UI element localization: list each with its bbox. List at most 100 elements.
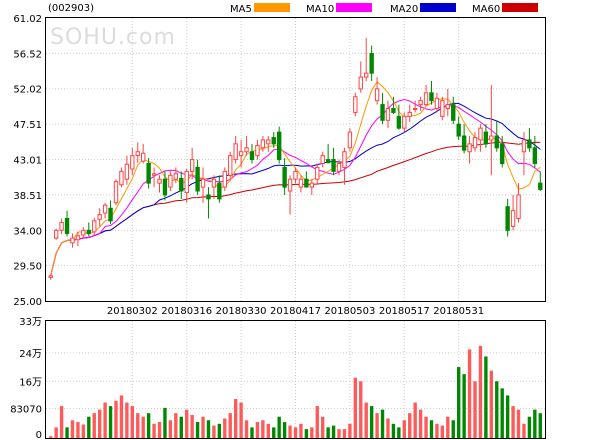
volume-bar bbox=[413, 402, 417, 438]
candle-body-up bbox=[440, 100, 445, 117]
volume-bar bbox=[457, 367, 461, 438]
candle bbox=[380, 92, 385, 125]
candle bbox=[168, 171, 173, 192]
candles bbox=[48, 37, 543, 280]
candle bbox=[538, 171, 543, 192]
volume-bar bbox=[462, 374, 466, 438]
candle-body-down bbox=[282, 166, 287, 188]
candle bbox=[157, 175, 162, 193]
volume-bar bbox=[293, 427, 298, 438]
legend-label-ma10: MA10 bbox=[306, 4, 334, 15]
candle bbox=[489, 84, 494, 176]
candle bbox=[347, 128, 353, 152]
candle-body-down bbox=[304, 178, 309, 188]
volume-bar bbox=[250, 427, 254, 438]
volume-bar bbox=[233, 399, 238, 438]
volume-bar bbox=[391, 423, 396, 438]
volume-bar bbox=[185, 409, 189, 438]
candle-body-up bbox=[81, 229, 86, 236]
candle bbox=[271, 132, 276, 148]
volume-bar bbox=[157, 422, 162, 438]
candle-body-down bbox=[494, 135, 499, 149]
volume-bar bbox=[342, 429, 347, 438]
candle bbox=[369, 45, 374, 82]
volume-bar bbox=[484, 356, 488, 438]
volume-bar bbox=[65, 427, 69, 438]
candle-body-down bbox=[195, 166, 200, 192]
price-axis-ticks: 61.02 56.52 52.02 47.51 43.01 38.51 34.00 29.50… bbox=[13, 14, 42, 308]
candle bbox=[521, 132, 527, 176]
volume-bar bbox=[511, 406, 515, 438]
candle-body-down bbox=[396, 115, 402, 129]
volume-bar bbox=[337, 429, 341, 438]
volume-bar bbox=[92, 413, 96, 438]
volume-bar bbox=[141, 416, 145, 438]
candle bbox=[440, 96, 445, 121]
candle bbox=[92, 217, 97, 236]
candle-body-up bbox=[113, 181, 119, 204]
candle bbox=[483, 124, 489, 148]
candle-body-down bbox=[325, 159, 331, 164]
candle bbox=[179, 171, 184, 199]
candle bbox=[434, 92, 440, 113]
candle bbox=[97, 208, 102, 227]
candle-body-down bbox=[86, 229, 91, 234]
candle bbox=[374, 77, 380, 105]
candle bbox=[266, 136, 271, 152]
volume-bar bbox=[119, 395, 124, 438]
volume-bar bbox=[174, 413, 178, 438]
candle bbox=[336, 159, 342, 176]
candle bbox=[64, 210, 70, 237]
candle bbox=[385, 100, 391, 129]
candle-body-up bbox=[402, 115, 407, 129]
candle-body-up bbox=[184, 170, 189, 194]
candle-body-down bbox=[429, 92, 434, 102]
candle bbox=[342, 147, 347, 185]
candle bbox=[70, 233, 75, 248]
volume-bar bbox=[505, 395, 510, 438]
volume-axis-ticks: 33万 24万 16万 83070 0 bbox=[10, 317, 42, 440]
candle-body-down bbox=[461, 135, 467, 151]
candle-body-up bbox=[358, 76, 363, 90]
legend-swatch-ma60 bbox=[502, 3, 538, 12]
candle bbox=[217, 175, 222, 203]
volume-bar bbox=[152, 423, 156, 438]
candle-body-up bbox=[189, 159, 195, 172]
candle-body-up bbox=[342, 151, 347, 168]
price-tick-label: 56.52 bbox=[13, 49, 42, 60]
candle bbox=[304, 171, 309, 188]
candle bbox=[141, 143, 146, 164]
watermark: SOHU.com bbox=[50, 25, 176, 50]
volume-bar bbox=[49, 436, 53, 438]
volume-bar bbox=[59, 406, 64, 438]
legend-swatch-ma10 bbox=[336, 3, 372, 12]
candle-body-down bbox=[206, 194, 211, 200]
candle-body-up bbox=[418, 100, 423, 106]
volume-bar bbox=[473, 381, 477, 438]
date-tick-label: 20180417 bbox=[270, 306, 321, 317]
candle-body-up bbox=[92, 220, 97, 233]
candle-body-down bbox=[271, 137, 276, 145]
candle bbox=[108, 200, 113, 225]
volume-bar bbox=[125, 402, 129, 438]
price-tick-label: 47.51 bbox=[13, 120, 42, 131]
ma20-polyline bbox=[50, 102, 541, 277]
candle-body-up bbox=[407, 111, 412, 117]
volume-bar bbox=[54, 427, 58, 438]
candle bbox=[315, 163, 320, 184]
candle-body-up bbox=[467, 143, 472, 153]
candle-body-up bbox=[255, 144, 260, 157]
candle bbox=[260, 136, 266, 152]
candle bbox=[353, 92, 358, 117]
candle-body-up bbox=[102, 204, 108, 214]
candle bbox=[293, 167, 298, 184]
candle-body-up bbox=[336, 163, 342, 172]
candle-body-up bbox=[141, 152, 146, 162]
volume-bar bbox=[451, 420, 455, 438]
candle-body-down bbox=[108, 207, 113, 222]
candle bbox=[146, 158, 151, 189]
candle bbox=[195, 159, 200, 195]
candle bbox=[325, 143, 331, 164]
candle bbox=[320, 151, 325, 168]
candle bbox=[532, 136, 538, 168]
